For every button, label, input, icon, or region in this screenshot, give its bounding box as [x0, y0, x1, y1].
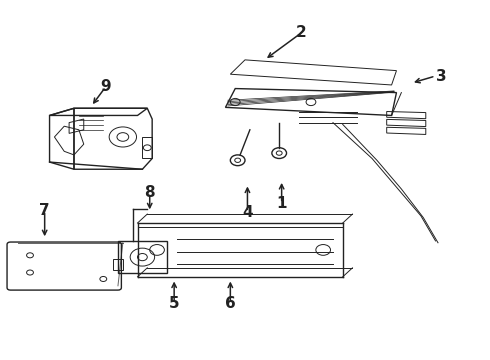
Text: 9: 9: [100, 79, 111, 94]
Text: 4: 4: [242, 205, 253, 220]
Text: 6: 6: [225, 296, 236, 311]
Text: 1: 1: [276, 196, 287, 211]
Text: 8: 8: [145, 185, 155, 200]
Text: 7: 7: [39, 203, 50, 218]
Text: 2: 2: [296, 26, 307, 40]
Text: 3: 3: [436, 68, 446, 84]
Text: 5: 5: [169, 296, 179, 311]
